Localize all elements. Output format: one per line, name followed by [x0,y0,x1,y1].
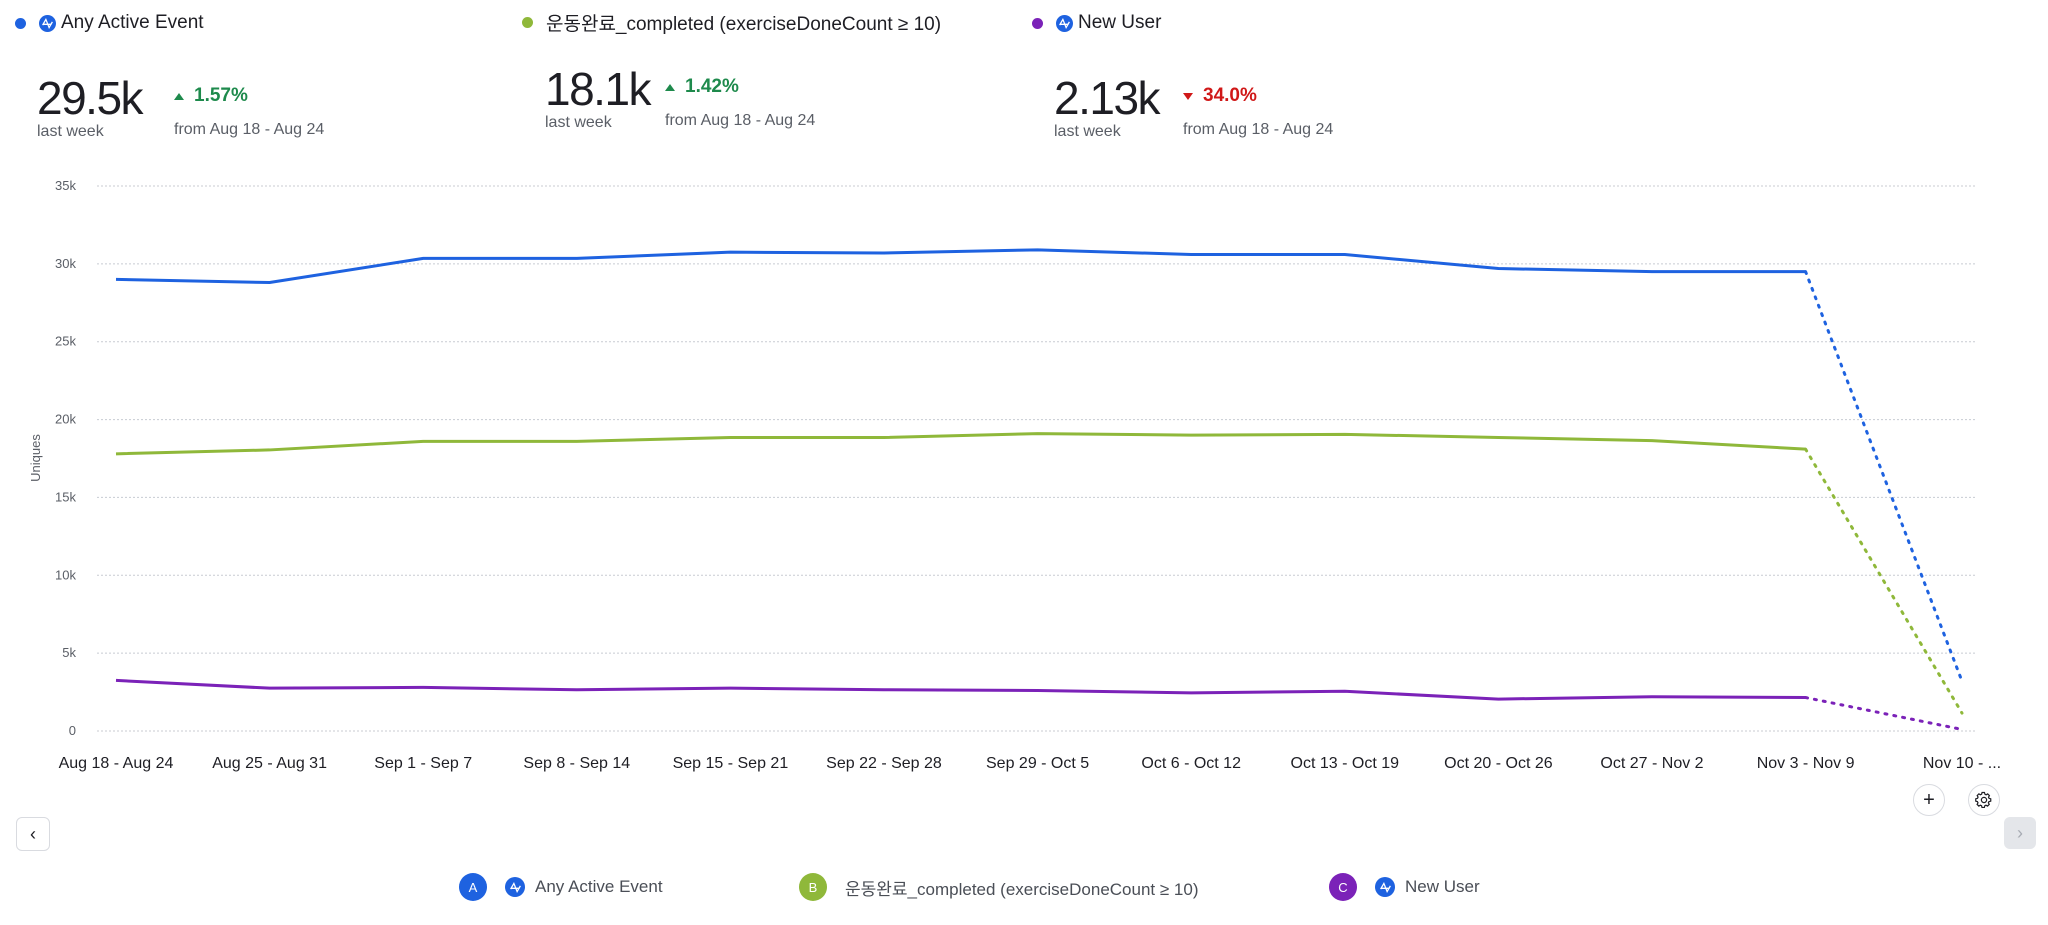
scroll-right-button[interactable]: › [2004,817,2036,849]
trend-down-icon [1183,92,1193,100]
metric-delta-value: 1.42% [685,76,739,97]
legend-label: Any Active Event [535,877,663,896]
metric-comparison: from Aug 18 - Aug 24 [665,112,816,129]
y-tick-label: 30k [55,256,76,271]
gear-icon [1975,791,1992,809]
metric-comparison: from Aug 18 - Aug 24 [174,121,325,138]
series-incomplete-segment [1804,447,1964,715]
line-chart: 0 5k 10k 15k 20k 25k 30k 35k Uniques Aug 18 - A… [28,178,2002,772]
x-tick-label: Sep 1 - Sep 7 [374,755,472,772]
metric-delta: 34.0% [1183,85,1257,107]
series-line [115,248,1806,285]
metric-value: 29.5k [37,72,144,124]
legend-label: 운동완료_completed (exerciseDoneCount ≥ 10) [845,879,1199,899]
add-button[interactable]: + [1913,784,1945,816]
x-tick-label: Sep 29 - Oct 5 [986,755,1089,772]
legend-item-any-active-event[interactable]: Any Active Event [15,12,204,34]
series-incomplete-segment [1804,696,1964,731]
metric-delta-value: 34.0% [1203,85,1257,106]
bottom-legend-item-a[interactable]: A Any Active Event [459,873,663,901]
scroll-left-button[interactable]: ‹ [16,817,50,851]
x-tick-label: Oct 20 - Oct 26 [1444,755,1553,772]
legend-label: New User [1405,877,1480,896]
plus-icon: + [1923,788,1935,811]
amplitude-icon [39,14,56,32]
series-dot-green-icon [522,17,533,28]
x-tick-label: Sep 8 - Sep 14 [523,755,630,772]
amplitude-icon [505,877,525,897]
series-3 [115,678,1964,731]
x-tick-label: Sep 15 - Sep 21 [673,755,789,772]
x-tick-label: Aug 25 - Aug 31 [212,755,327,772]
metric-delta: 1.57% [174,85,248,107]
amplitude-icon [1375,877,1395,897]
metric-delta: 1.42% [665,76,739,98]
metric-value: 2.13k [1054,72,1161,124]
series-2 [115,432,1964,715]
settings-button[interactable] [1968,784,2000,816]
metric-any-active-event: 29.5k last week 1.57% from Aug 18 - Aug … [37,72,324,141]
series-incomplete-segment [1804,270,1964,683]
x-tick-label: Oct 27 - Nov 2 [1600,755,1703,772]
series-letter-badge: A [459,873,487,901]
x-axis-ticks: Aug 18 - Aug 24 Aug 25 - Aug 31 Sep 1 - Se… [59,755,2002,772]
metric-period: last week [1054,123,1121,140]
series-dot-purple-icon [1032,17,1043,29]
metric-period: last week [37,123,104,140]
bottom-legend-item-b[interactable]: B 운동완료_completed (exerciseDoneCount ≥ 10… [799,873,1199,901]
series-dot-blue-icon [15,17,26,29]
metric-comparison: from Aug 18 - Aug 24 [1183,121,1334,138]
y-tick-label: 15k [55,489,76,504]
chart-series [115,248,1964,731]
chart-grid [97,185,1977,732]
bottom-legend-item-c[interactable]: C New User [1329,873,1480,901]
y-tick-label: 25k [55,334,76,349]
legend-label: Any Active Event [61,12,204,33]
x-tick-label: Oct 13 - Oct 19 [1291,755,1400,772]
amplitude-icon [1056,14,1073,32]
y-axis-ticks: 0 5k 10k 15k 20k 25k 30k 35k [55,178,76,738]
metric-delta-value: 1.57% [194,85,248,106]
x-tick-label: Oct 6 - Oct 12 [1141,755,1241,772]
legend-label: 운동완료_completed (exerciseDoneCount ≥ 10) [546,14,942,35]
x-tick-label: Nov 3 - Nov 9 [1757,755,1855,772]
trend-up-icon [174,92,184,100]
chevron-left-icon: ‹ [30,823,36,844]
legend-item-exercise-completed[interactable]: 운동완료_completed (exerciseDoneCount ≥ 10) [522,9,941,36]
x-tick-label: Nov 10 - ... [1923,755,2001,772]
y-tick-label: 5k [62,645,76,660]
metric-new-user: 2.13k last week 34.0% from Aug 18 - Aug … [1054,72,1333,141]
y-tick-label: 35k [55,178,76,193]
legend-item-new-user[interactable]: New User [1032,12,1161,34]
series-line [115,678,1806,701]
y-tick-label: 0 [69,723,76,738]
metric-period: last week [545,114,612,131]
chevron-right-icon: › [2017,822,2023,843]
y-tick-label: 10k [55,567,76,582]
series-1 [115,248,1964,683]
series-letter-badge: B [799,873,827,901]
y-tick-label: 20k [55,412,76,427]
x-tick-label: Aug 18 - Aug 24 [59,755,174,772]
trend-up-icon [665,83,675,91]
x-tick-label: Sep 22 - Sep 28 [826,755,942,772]
metric-value: 18.1k [545,63,652,115]
legend-label: New User [1078,12,1162,33]
metric-exercise-completed: 18.1k last week 1.42% from Aug 18 - Aug … [545,63,815,132]
series-line [115,432,1806,456]
series-letter-badge: C [1329,873,1357,901]
y-axis-label: Uniques [28,434,43,482]
